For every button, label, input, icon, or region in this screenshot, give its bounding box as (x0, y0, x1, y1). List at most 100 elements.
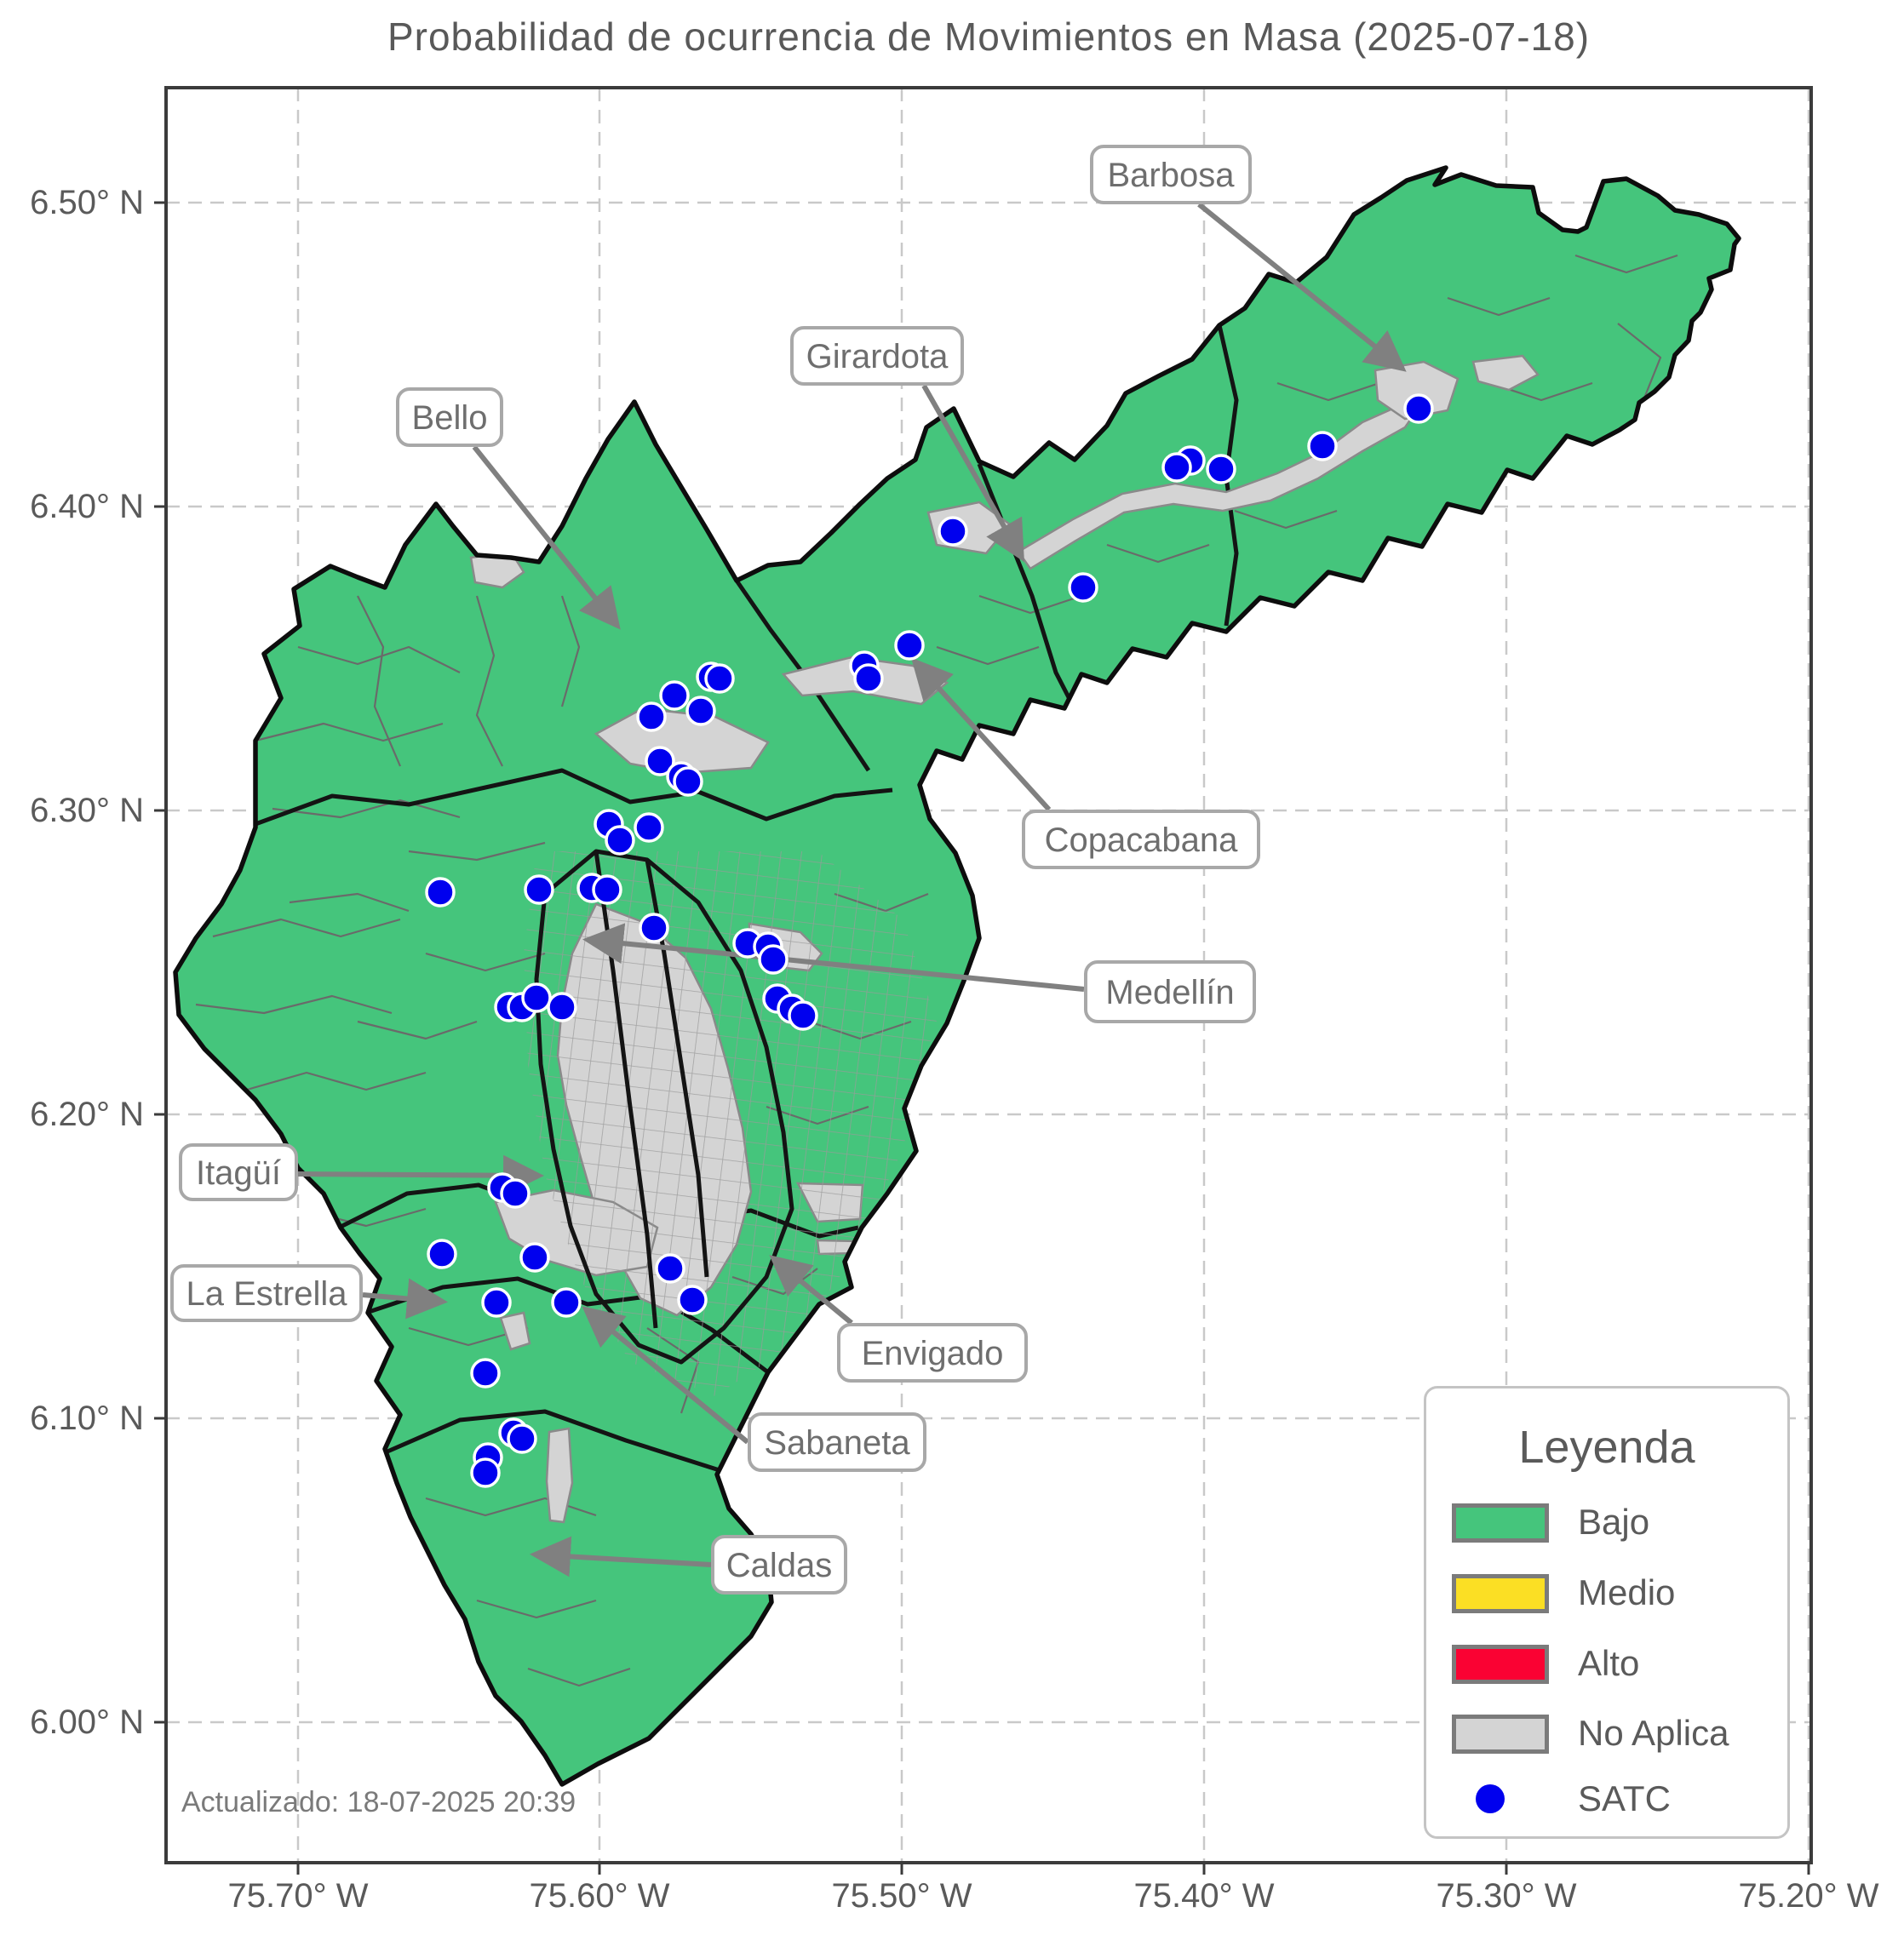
legend-row-alto: Alto (1426, 1643, 1787, 1684)
satc-point (645, 746, 675, 776)
annotation-box-girardota (790, 326, 964, 386)
y-tick-label: 6.30° N (30, 792, 144, 829)
vereda-boundary (527, 1667, 631, 1687)
satc-point (938, 516, 968, 547)
annotation-box-la_estrella (170, 1264, 363, 1322)
annotation-box-medellin (1084, 960, 1256, 1023)
y-tick-label: 6.10° N (30, 1400, 144, 1437)
satc-point (500, 1178, 530, 1209)
legend-swatch-no-aplica (1452, 1715, 1549, 1754)
vereda-boundary (1574, 254, 1678, 274)
annotation-label-caldas: Caldas (726, 1547, 833, 1584)
vereda-boundary (1276, 381, 1380, 402)
legend-swatch-bajo (1452, 1503, 1549, 1543)
satc-point (524, 874, 554, 905)
region-no-aplica (332, 380, 375, 407)
satc-point (677, 1285, 708, 1315)
satc-point (704, 663, 735, 694)
annotation-box-bello (396, 387, 503, 447)
vereda-boundary (425, 1497, 597, 1517)
annotation-arrow-la_estrella (362, 1278, 448, 1320)
annotation-label-envigado: Envigado (862, 1335, 1004, 1372)
vereda-boundary (1234, 509, 1338, 530)
vereda-boundary (408, 841, 546, 862)
annotation-box-itagui (179, 1143, 298, 1201)
updated-timestamp: Actualizado: 18-07-2025 20:39 (181, 1786, 576, 1818)
annotation-arrow-girardota (921, 384, 1024, 563)
city-barrio-grid (524, 851, 937, 1396)
annotation-medellin: Medellín (1084, 960, 1256, 1023)
satc-point (551, 1287, 582, 1318)
satc-point (636, 701, 667, 732)
vereda-boundary (212, 918, 401, 938)
annotation-arrow-bello (472, 445, 621, 630)
annotation-label-la_estrella: La Estrella (186, 1275, 348, 1313)
legend-swatch-alto (1452, 1645, 1549, 1684)
annotation-bello: Bello (396, 387, 503, 447)
municipal-boundary (255, 768, 893, 827)
satc-point (1161, 452, 1192, 483)
satc-point (685, 696, 716, 726)
satc-point (470, 1358, 501, 1388)
legend-row-medio: Medio (1426, 1572, 1787, 1613)
satc-point (634, 812, 664, 843)
legend-label-bajo: Bajo (1578, 1502, 1650, 1542)
satc-point (673, 766, 703, 797)
satc-point (592, 874, 622, 905)
annotation-label-sabaneta: Sabaneta (764, 1424, 910, 1462)
satc-point (659, 680, 690, 711)
satc-point (521, 982, 552, 1013)
annotation-label-barbosa: Barbosa (1108, 157, 1236, 194)
satc-point (853, 663, 884, 694)
satc-point (425, 877, 456, 908)
legend-label-medio: Medio (1578, 1572, 1676, 1612)
y-tick-label: 6.50° N (30, 184, 144, 221)
vereda-boundary (272, 799, 461, 819)
annotation-barbosa: Barbosa (1090, 145, 1252, 204)
satc-point (519, 1242, 550, 1273)
x-tick-label: 75.20° W (1739, 1877, 1879, 1915)
vereda-boundary (195, 994, 393, 1015)
legend-swatch-medio (1452, 1574, 1549, 1613)
satc-points (425, 393, 1434, 1488)
annotation-la_estrella: La Estrella (170, 1264, 363, 1322)
satc-point (605, 825, 635, 856)
annotation-box-caldas (711, 1535, 847, 1595)
satc-point (1206, 454, 1236, 484)
city-comuna-boundary (534, 849, 794, 1365)
y-tick-label: 6.40° N (30, 488, 144, 525)
x-tick-label: 75.60° W (530, 1877, 670, 1915)
vereda-boundary (1617, 323, 1662, 401)
vereda-boundary (289, 892, 410, 913)
annotation-label-bello: Bello (412, 399, 488, 437)
annotation-caldas: Caldas (711, 1535, 847, 1595)
annotation-arrow-medellin (582, 923, 1085, 992)
satc-point (894, 630, 925, 661)
annotation-envigado: Envigado (837, 1323, 1028, 1383)
annotation-box-barbosa (1090, 145, 1252, 204)
annotation-label-medellin: Medellín (1105, 974, 1234, 1011)
legend-title: Leyenda (1518, 1422, 1695, 1473)
legend-label-no-aplica: No Aplica (1578, 1713, 1729, 1753)
satc-point (470, 1457, 501, 1488)
vereda-boundary (357, 1020, 478, 1040)
satc-point (639, 913, 669, 943)
legend-row-no-aplica: No Aplica (1426, 1713, 1787, 1754)
municipal-boundary (387, 1409, 723, 1474)
satc-point (788, 1000, 818, 1031)
x-tick-label: 75.70° W (228, 1877, 369, 1915)
annotation-arrow-sabaneta (582, 1306, 749, 1445)
annotation-box-sabaneta (748, 1412, 926, 1472)
y-tick-label: 6.00° N (30, 1703, 144, 1741)
metro-area-outline (173, 165, 1741, 1787)
annotation-sabaneta: Sabaneta (748, 1412, 926, 1472)
satc-point (481, 1287, 512, 1318)
vereda-boundary (246, 1071, 427, 1091)
satc-point (507, 1423, 537, 1454)
y-tick-label: 6.20° N (30, 1096, 144, 1133)
satc-point (1068, 572, 1098, 603)
vereda-boundary (1106, 543, 1210, 564)
annotation-copacabana: Copacabana (1022, 810, 1260, 869)
annotation-box-copacabana (1022, 810, 1260, 869)
